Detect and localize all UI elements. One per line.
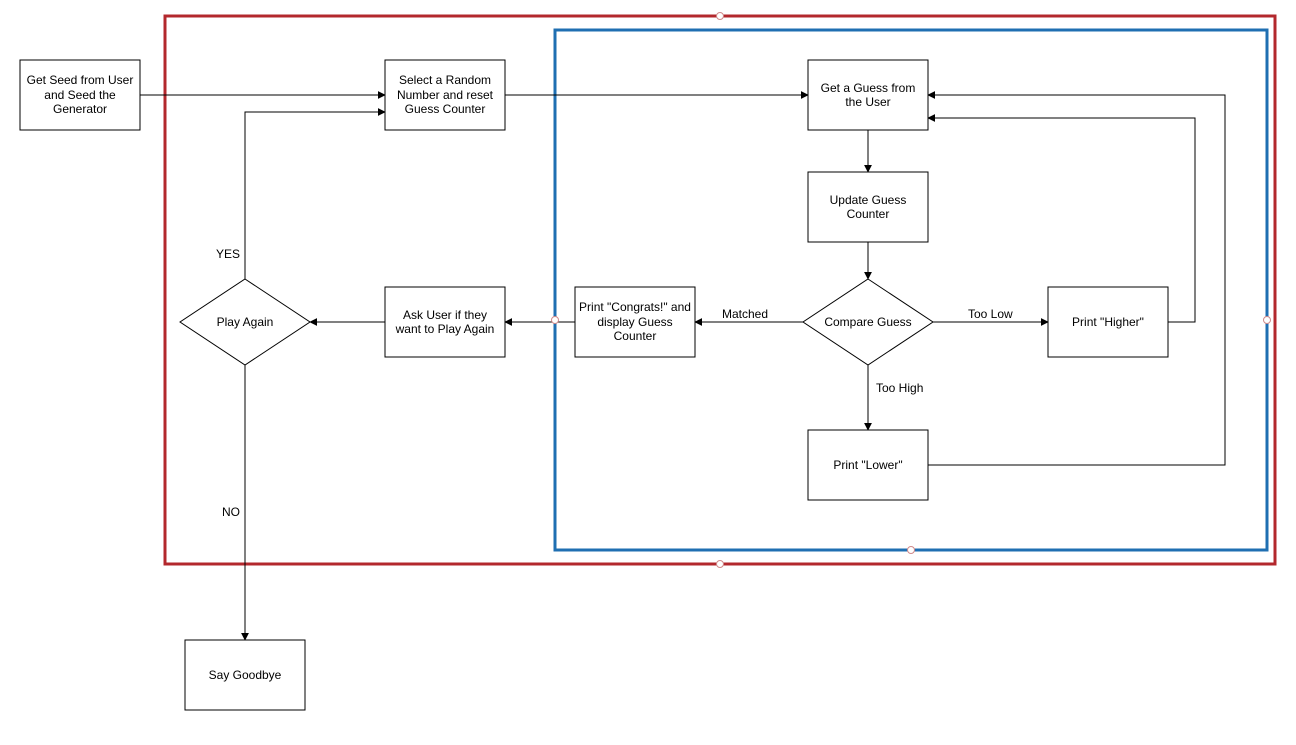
edge-lower-to-guess [928, 95, 1225, 465]
node-play-label: Play Again [195, 302, 295, 342]
flowchart-canvas: Too Low Too High Matched YES NO Get Seed… [0, 0, 1296, 745]
node-compare: Compare Guess [803, 279, 933, 365]
node-congrats-label: Print "Congrats!" and display Guess Coun… [579, 287, 691, 357]
handle-icon [717, 13, 724, 20]
handle-icon [1264, 317, 1271, 324]
node-update: Update Guess Counter [808, 172, 928, 242]
handle-icon [908, 547, 915, 554]
node-goodbye: Say Goodbye [185, 640, 305, 710]
edges: Too Low Too High Matched YES NO [140, 95, 1225, 640]
edge-label-matched: Matched [722, 307, 768, 321]
node-compare-label: Compare Guess [808, 297, 928, 347]
node-goodbye-label: Say Goodbye [189, 640, 301, 710]
edge-label-no: NO [222, 505, 240, 519]
node-ask-label: Ask User if they want to Play Again [389, 287, 501, 357]
handle-icon [552, 317, 559, 324]
edge-play-yes-to-select [245, 112, 385, 279]
node-higher: Print "Higher" [1048, 287, 1168, 357]
node-update-label: Update Guess Counter [812, 172, 924, 242]
node-seed: Get Seed from User and Seed the Generato… [20, 60, 140, 130]
handle-icon [717, 561, 724, 568]
node-select: Select a Random Number and reset Guess C… [385, 60, 505, 130]
node-play-again: Play Again [180, 279, 310, 365]
node-congrats: Print "Congrats!" and display Guess Coun… [575, 287, 695, 357]
edge-label-yes: YES [216, 247, 240, 261]
node-select-label: Select a Random Number and reset Guess C… [389, 60, 501, 130]
node-guess-label: Get a Guess from the User [812, 60, 924, 130]
node-higher-label: Print "Higher" [1052, 287, 1164, 357]
node-lower: Print "Lower" [808, 430, 928, 500]
edge-label-too-low: Too Low [968, 307, 1013, 321]
edge-label-too-high: Too High [876, 381, 923, 395]
node-guess: Get a Guess from the User [808, 60, 928, 130]
node-seed-label: Get Seed from User and Seed the Generato… [24, 60, 136, 130]
node-ask: Ask User if they want to Play Again [385, 287, 505, 357]
node-lower-label: Print "Lower" [812, 430, 924, 500]
